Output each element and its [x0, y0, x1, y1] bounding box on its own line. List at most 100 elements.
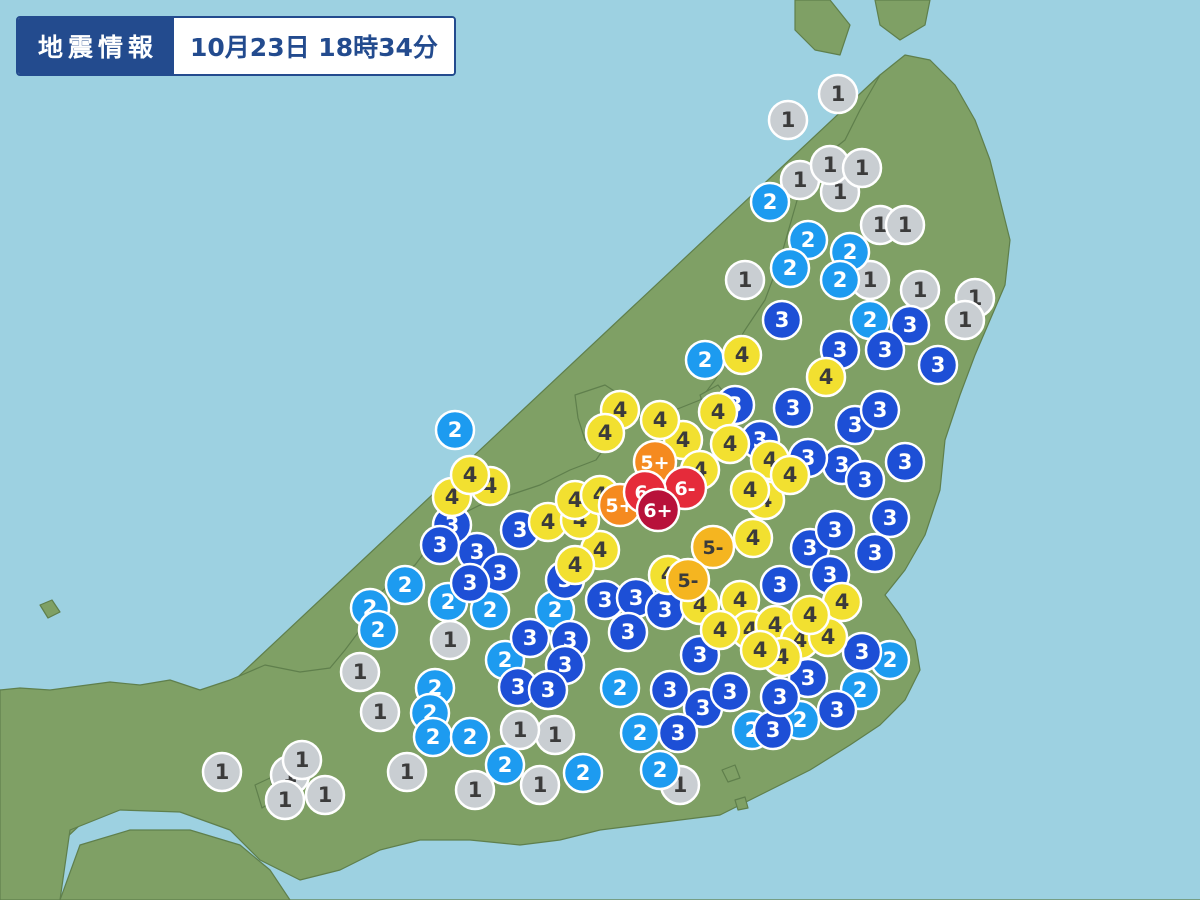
intensity-marker-label: 2: [371, 618, 386, 642]
intensity-marker: 3: [869, 497, 911, 539]
land-izu-1: [721, 764, 741, 783]
intensity-marker-label: 3: [693, 643, 708, 667]
intensity-marker: 1: [841, 147, 883, 189]
intensity-marker-label: 4: [593, 538, 608, 562]
intensity-marker-label: 3: [558, 653, 573, 677]
intensity-marker: 1: [884, 204, 926, 246]
intensity-marker: 4: [739, 629, 781, 671]
intensity-marker: 4: [527, 501, 569, 543]
intensity-marker-label: 1: [738, 268, 753, 292]
intensity-marker-label: 1: [400, 760, 415, 784]
intensity-marker-label: 3: [858, 468, 873, 492]
intensity-marker-circle: [761, 299, 803, 341]
intensity-marker: 4: [729, 469, 771, 511]
intensity-marker-label: 3: [470, 540, 485, 564]
intensity-marker-label: 4: [753, 638, 768, 662]
intensity-marker-label: 2: [633, 721, 648, 745]
intensity-marker-label: 3: [523, 626, 538, 650]
intensity-marker: 1: [386, 751, 428, 793]
intensity-marker: 2: [819, 259, 861, 301]
intensity-marker-label: 3: [848, 413, 863, 437]
intensity-marker-label: 3: [696, 696, 711, 720]
intensity-marker-label: 3: [835, 453, 850, 477]
intensity-marker-circle: [869, 497, 911, 539]
intensity-marker: 3: [854, 532, 896, 574]
intensity-marker: 3: [509, 617, 551, 659]
intensity-marker-label: 2: [441, 590, 456, 614]
intensity-marker: 4: [554, 544, 596, 586]
intensity-marker-label: 4: [613, 398, 628, 422]
intensity-marker: 3: [859, 389, 901, 431]
intensity-marker-circle: [509, 617, 551, 659]
intensity-marker: 1: [429, 619, 471, 661]
intensity-marker-label: 2: [763, 190, 778, 214]
intensity-marker-circle: [724, 259, 766, 301]
intensity-marker: 3: [527, 669, 569, 711]
intensity-marker-circle: [554, 544, 596, 586]
intensity-marker: 5-: [665, 557, 711, 603]
intensity-marker: 2: [562, 752, 604, 794]
intensity-marker: 3: [816, 689, 858, 731]
intensity-marker-label: 3: [803, 536, 818, 560]
intensity-marker-label: 3: [463, 571, 478, 595]
intensity-marker: 1: [534, 714, 576, 756]
intensity-marker-circle: [854, 532, 896, 574]
intensity-marker-label: 3: [898, 450, 913, 474]
intensity-marker: 2: [449, 716, 491, 758]
intensity-marker: 1: [817, 73, 859, 115]
intensity-marker: 5-: [690, 524, 736, 570]
intensity-marker-circle: [884, 204, 926, 246]
intensity-marker-circle: [769, 247, 811, 289]
intensity-marker-label: 3: [833, 338, 848, 362]
intensity-marker-label: 2: [783, 256, 798, 280]
intensity-marker: 4: [789, 594, 831, 636]
intensity-marker-label: 3: [433, 533, 448, 557]
intensity-marker-label: 4: [803, 603, 818, 627]
intensity-marker-label: 1: [781, 108, 796, 132]
intensity-marker-circle: [739, 629, 781, 671]
intensity-marker-circle: [657, 712, 699, 754]
intensity-marker-label: 1: [898, 213, 913, 237]
intensity-marker-label: 3: [493, 561, 508, 585]
intensity-marker-circle: [635, 487, 681, 533]
intensity-marker-circle: [419, 524, 461, 566]
intensity-marker: 3: [772, 387, 814, 429]
intensity-marker: 2: [787, 219, 829, 261]
header-title: 地震情報: [18, 18, 175, 74]
intensity-marker-label: 3: [786, 396, 801, 420]
intensity-marker-label: 3: [883, 506, 898, 530]
intensity-marker-label: 3: [513, 518, 528, 542]
intensity-marker-circle: [841, 631, 883, 673]
intensity-marker: 2: [434, 409, 476, 451]
intensity-marker-label: 1: [823, 153, 838, 177]
intensity-marker-circle: [841, 147, 883, 189]
intensity-marker-label: 4: [713, 618, 728, 642]
intensity-marker: 1: [767, 99, 809, 141]
intensity-marker-label: 3: [931, 353, 946, 377]
intensity-marker-label: 3: [878, 338, 893, 362]
intensity-marker-label: 4: [819, 365, 834, 389]
intensity-marker-label: 3: [823, 563, 838, 587]
intensity-marker: 2: [484, 744, 526, 786]
intensity-marker: 1: [724, 259, 766, 301]
intensity-marker-label: 4: [733, 588, 748, 612]
intensity-marker-circle: [709, 423, 751, 465]
intensity-marker-circle: [709, 671, 751, 713]
intensity-marker: 3: [759, 676, 801, 718]
intensity-marker-label: 4: [568, 488, 583, 512]
intensity-marker-label: 2: [548, 598, 563, 622]
intensity-marker-circle: [519, 764, 561, 806]
intensity-marker: 3: [761, 299, 803, 341]
intensity-marker: 1: [339, 651, 381, 693]
intensity-marker: 2: [412, 716, 454, 758]
intensity-marker: 1: [359, 691, 401, 733]
intensity-marker: 3: [889, 304, 931, 346]
intensity-marker: 1: [944, 299, 986, 341]
intensity-marker-circle: [732, 517, 774, 559]
intensity-marker-circle: [816, 689, 858, 731]
intensity-marker-label: 1: [913, 278, 928, 302]
intensity-marker-circle: [562, 752, 604, 794]
intensity-marker: 3: [752, 709, 794, 751]
intensity-marker: 3: [864, 329, 906, 371]
